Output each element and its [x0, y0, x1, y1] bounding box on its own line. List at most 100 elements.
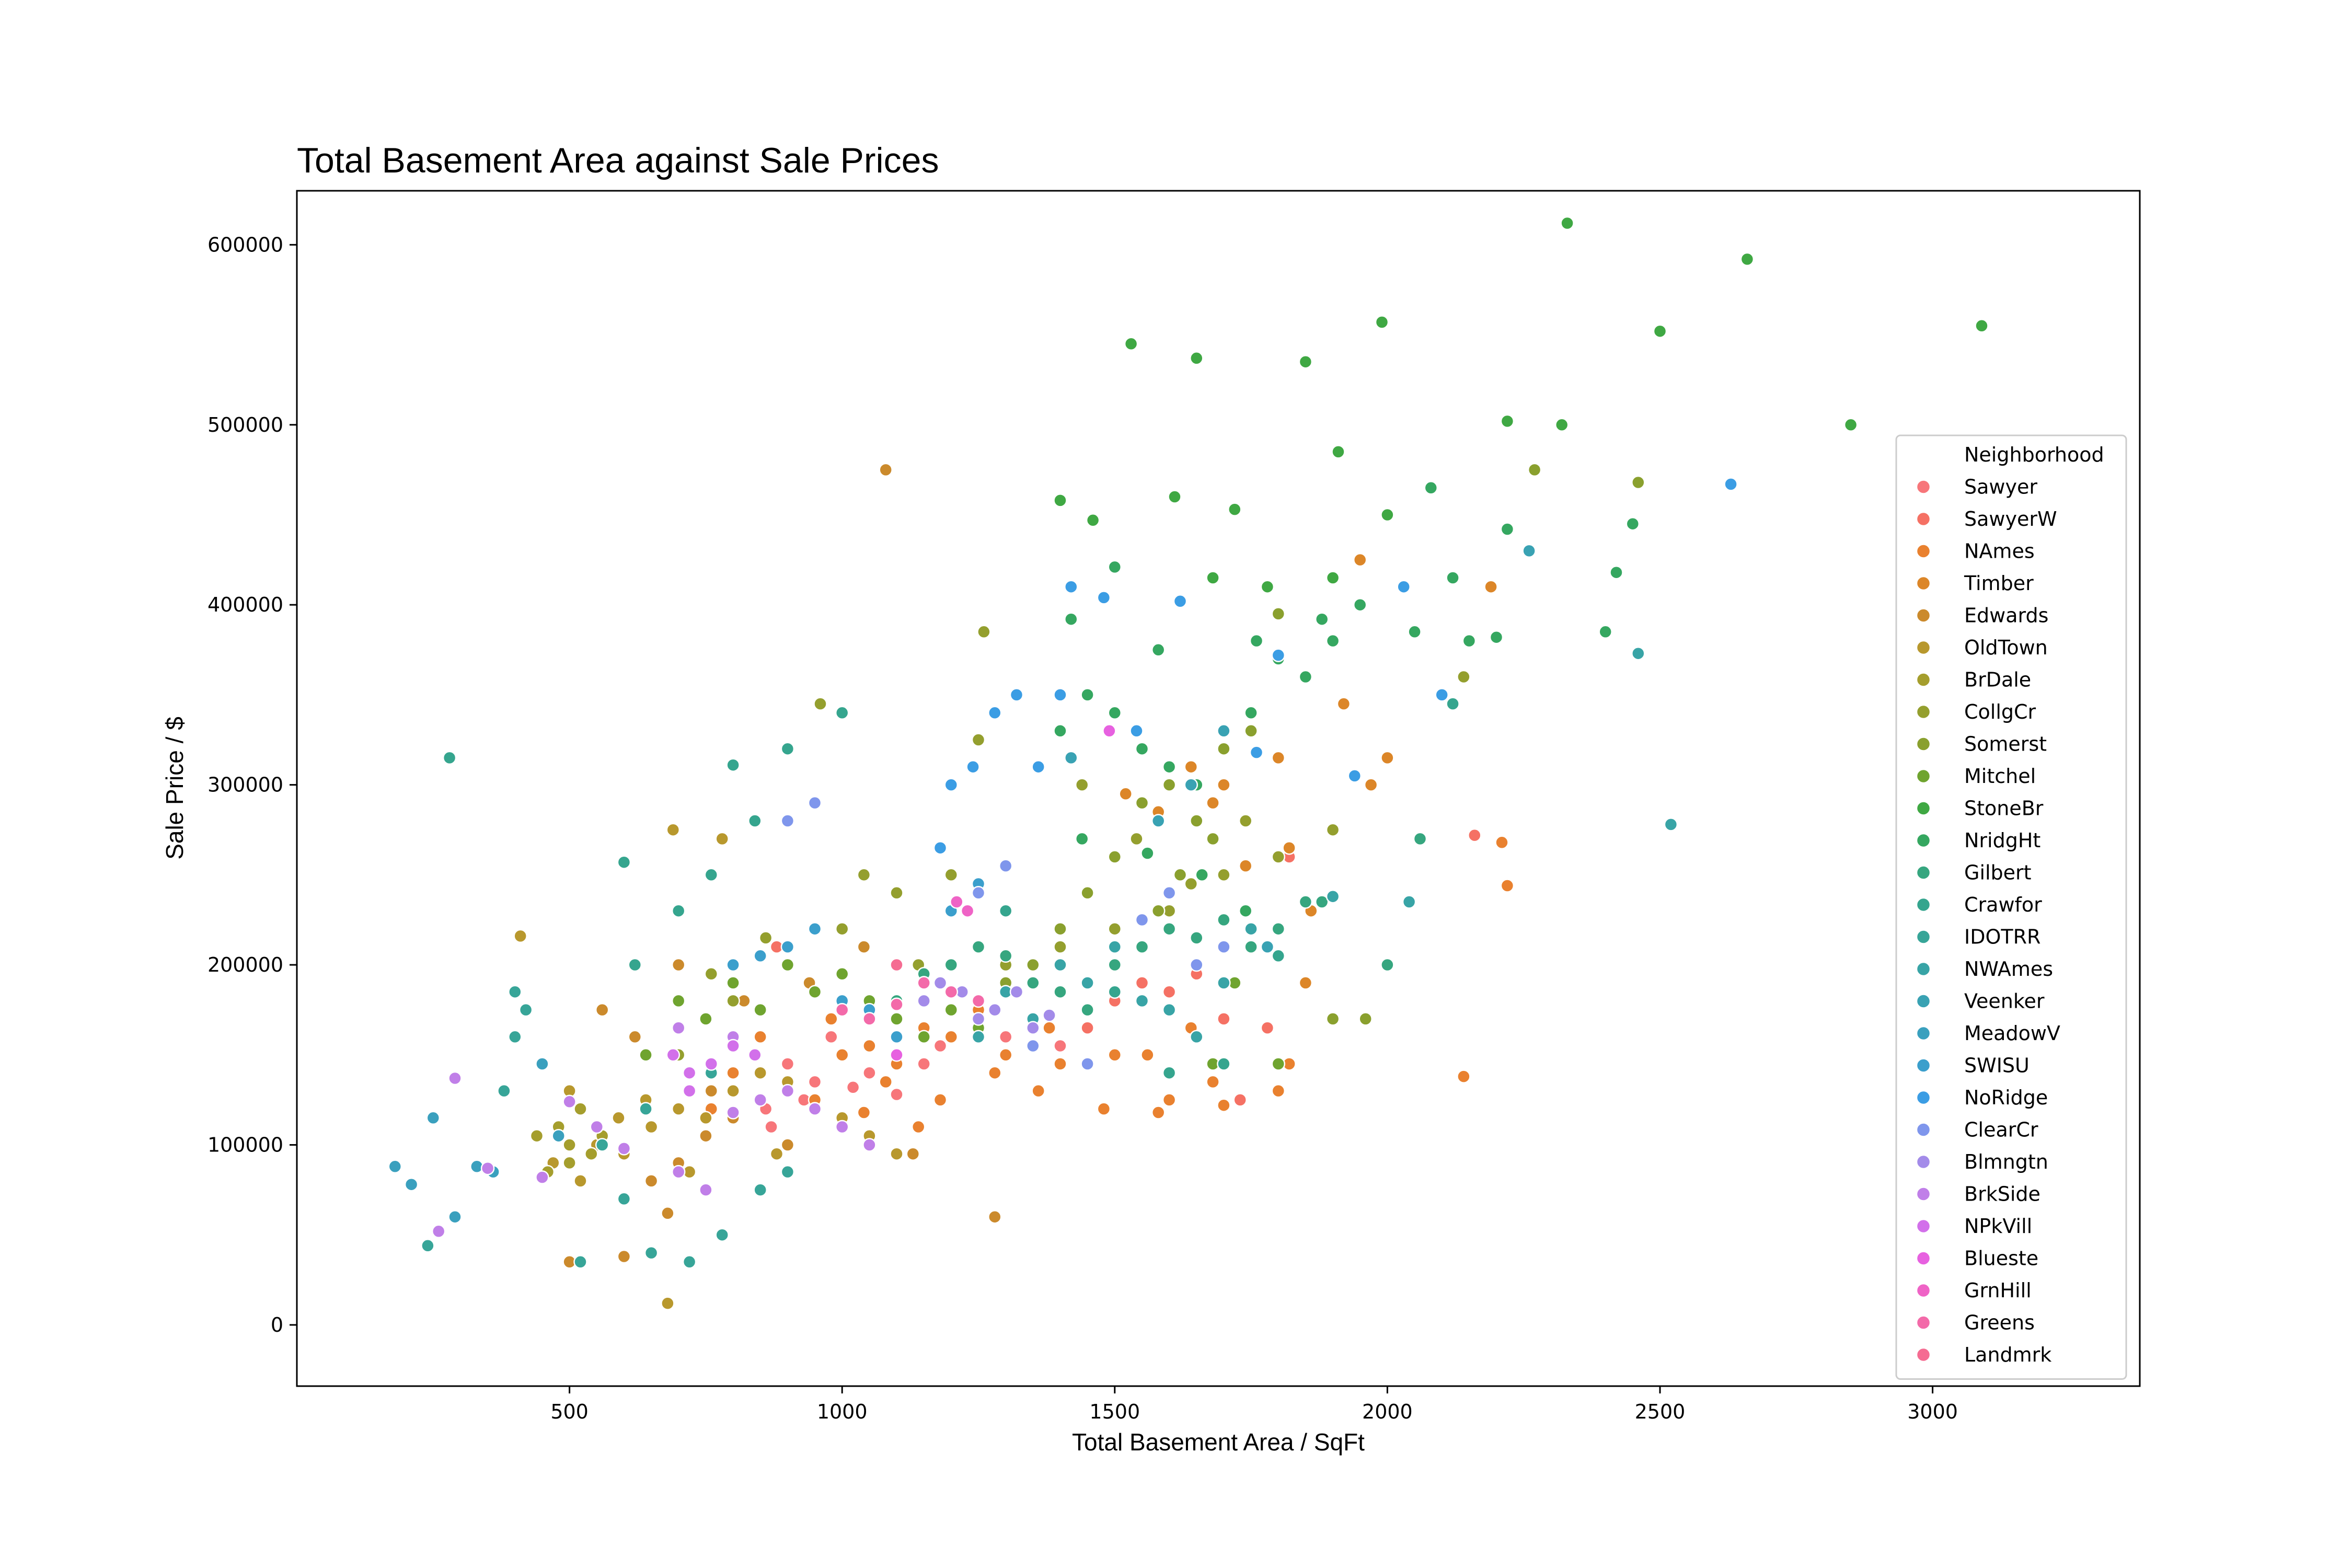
data-point-swisu-6	[890, 1030, 904, 1044]
data-point-brkside-1	[448, 1071, 462, 1086]
legend-marker-brkside	[1916, 1186, 1931, 1202]
data-point-nwames-13	[1664, 817, 1678, 832]
data-point-stonebr-8	[1086, 513, 1100, 527]
data-point-crawfor-11	[1162, 1066, 1177, 1080]
data-point-npkvill-5	[682, 1083, 697, 1098]
data-point-stonebr-3	[1375, 315, 1389, 329]
data-point-somerst-5	[1108, 850, 1122, 864]
legend-marker-landmrk	[1916, 1347, 1931, 1363]
data-point-nridght-21	[1151, 643, 1166, 657]
legend-marker-somerst	[1916, 736, 1931, 752]
legend-box	[1895, 434, 2127, 1380]
data-point-nridght-28	[1195, 868, 1209, 882]
data-point-sawyer-9	[1053, 1039, 1067, 1053]
data-point-idotrr-6	[753, 1183, 767, 1197]
legend-label-swisu: SWISU	[1964, 1054, 2030, 1077]
data-point-edwards-11	[671, 958, 686, 972]
data-point-gilbert-12	[1217, 913, 1231, 927]
data-point-brdale-6	[562, 1156, 577, 1170]
data-point-nwames-1	[1080, 976, 1094, 990]
data-point-clearcr-8	[1026, 1039, 1040, 1053]
y-tick-label: 100000	[207, 1133, 283, 1156]
data-point-edwards-9	[879, 463, 893, 477]
plot-frame	[296, 190, 2141, 1387]
data-point-nwames-7	[1244, 921, 1258, 936]
data-point-timber-7	[1238, 859, 1253, 873]
data-point-nridght-25	[1625, 516, 1640, 531]
data-point-nwames-12	[1631, 646, 1645, 661]
data-point-edwards-18	[644, 1174, 659, 1188]
legend-label-grnhill: GrnHill	[1964, 1279, 2032, 1302]
data-point-noridge-16	[933, 840, 948, 855]
data-point-brdale-1	[562, 1138, 577, 1152]
data-point-timber-2	[1271, 751, 1286, 765]
data-point-sawyer-4	[890, 1087, 904, 1102]
data-point-blmngtn-2	[988, 1002, 1002, 1017]
data-point-sawyerw-8	[1233, 1093, 1247, 1107]
data-point-collgcr-13	[977, 625, 991, 639]
data-point-somerst-6	[1080, 886, 1094, 900]
data-point-edwards-15	[628, 1030, 642, 1044]
data-point-stonebr-17	[1260, 580, 1275, 594]
data-point-noridge-10	[1397, 580, 1411, 594]
data-point-nridght-17	[1424, 481, 1438, 495]
data-point-names-6	[862, 1039, 877, 1053]
data-point-nridght-12	[1408, 625, 1422, 639]
data-point-gilbert-6	[1053, 985, 1067, 999]
data-point-brkside-0	[431, 1224, 446, 1239]
data-point-oldtown-7	[644, 1120, 659, 1134]
data-point-stonebr-4	[1560, 216, 1574, 230]
data-point-crawfor-0	[442, 751, 457, 765]
legend-marker-clearcr	[1916, 1122, 1931, 1137]
legend-label-meadowv: MeadowV	[1964, 1022, 2060, 1045]
data-point-crawfor-7	[704, 868, 719, 882]
data-point-gilbert-11	[1190, 931, 1204, 945]
data-point-somerst-19	[1206, 832, 1220, 846]
data-point-names-17	[1500, 879, 1515, 893]
data-point-noridge-2	[988, 706, 1002, 720]
data-point-meadowv-6	[535, 1057, 549, 1071]
data-point-brkside-12	[808, 1102, 822, 1116]
legend-marker-sawyer	[1916, 479, 1931, 494]
legend-label-veenker: Veenker	[1964, 990, 2045, 1013]
data-point-stonebr-0	[1124, 337, 1138, 351]
data-point-collgcr-20	[1129, 832, 1144, 846]
data-point-collgcr-7	[1053, 940, 1067, 954]
data-point-nridght-27	[1140, 846, 1155, 860]
data-point-gilbert-13	[1244, 940, 1258, 954]
legend-label-blueste: Blueste	[1964, 1247, 2038, 1270]
x-tick-label: 1000	[817, 1400, 868, 1423]
data-point-gilbert-9	[1135, 940, 1149, 954]
data-point-names-16	[1457, 1069, 1471, 1083]
data-point-brkside-4	[562, 1094, 577, 1109]
data-point-stonebr-12	[1554, 418, 1569, 432]
data-point-timber-12	[1298, 976, 1313, 990]
data-point-noridge-15	[1347, 769, 1362, 783]
data-point-gilbert-5	[1026, 976, 1040, 990]
data-point-somerst-2	[1190, 814, 1204, 828]
data-point-names-14	[1271, 1083, 1286, 1098]
data-point-clearcr-7	[1217, 940, 1231, 954]
data-point-sawyer-8	[998, 1030, 1013, 1044]
data-point-collgcr-18	[857, 868, 871, 882]
data-point-meadowv-7	[551, 1128, 566, 1143]
data-point-stonebr-5	[1740, 252, 1755, 267]
legend-label-stonebr: StoneBr	[1964, 797, 2044, 820]
data-point-grnhill-1	[960, 904, 975, 918]
data-point-crawfor-5	[628, 958, 642, 972]
data-point-edwards-2	[661, 1206, 675, 1220]
data-point-timber-4	[1353, 552, 1367, 567]
data-point-noridge-1	[966, 759, 980, 774]
data-point-greens-2	[890, 997, 904, 1012]
data-point-stonebr-10	[1331, 445, 1345, 459]
data-point-mitchel-15	[639, 1048, 653, 1062]
data-point-gilbert-17	[1380, 958, 1394, 972]
legend-marker-timber	[1916, 575, 1931, 591]
legend-label-brkside: BrkSide	[1964, 1183, 2040, 1206]
data-point-names-22	[933, 1093, 948, 1107]
data-point-stonebr-19	[1380, 508, 1394, 522]
y-tick-label: 200000	[207, 953, 283, 976]
data-point-crawfor-10	[1108, 985, 1122, 999]
data-point-stonebr-6	[1168, 490, 1182, 504]
data-point-oldtown-3	[715, 832, 729, 846]
